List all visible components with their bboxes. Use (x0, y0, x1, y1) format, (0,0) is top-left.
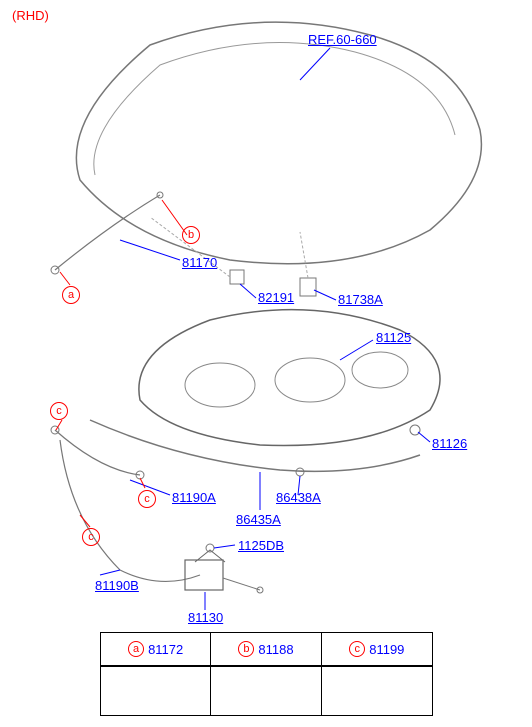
ref-leader (300, 48, 330, 80)
legend-img-a (101, 667, 211, 715)
callout-1125DB[interactable]: 1125DB (238, 538, 284, 553)
cable-81190a (55, 430, 140, 475)
legend-img-b (211, 667, 321, 715)
diagram-svg (0, 0, 532, 727)
callout-81738A[interactable]: 81738A (338, 292, 383, 307)
legend-c-letter: c (349, 641, 365, 657)
callout-86435A[interactable]: 86435A (236, 512, 281, 527)
legend-a-code[interactable]: 81172 (148, 642, 183, 657)
legend-header-c: c 81199 (322, 633, 432, 665)
callout-81126[interactable]: 81126 (432, 436, 467, 451)
legend-c-code[interactable]: 81199 (369, 642, 404, 657)
circle-c-1: c (50, 402, 68, 420)
hood-inner-line (94, 43, 455, 175)
legend-a-letter: a (128, 641, 144, 657)
legend-img-c (322, 667, 432, 715)
circle-c-2: c (138, 490, 156, 508)
callout-81125[interactable]: 81125 (376, 330, 411, 345)
callout-81170[interactable]: 81170 (182, 255, 217, 270)
legend-image-row (100, 666, 433, 716)
header-rhd: (RHD) (12, 8, 49, 23)
legend-header-row: a 81172 b 81188 c 81199 (100, 632, 433, 666)
circle-a-1: a (62, 286, 80, 304)
legend-header-a: a 81172 (101, 633, 211, 665)
weatherstrip (90, 420, 420, 471)
circle-b-1: b (182, 226, 200, 244)
legend-b-code[interactable]: 81188 (258, 642, 293, 657)
callout-81190A[interactable]: 81190A (172, 490, 216, 505)
ref-label[interactable]: REF.60-660 (308, 32, 377, 47)
legend-header-b: b 81188 (211, 633, 321, 665)
callout-81130[interactable]: 81130 (188, 610, 223, 625)
callout-86438A[interactable]: 86438A (276, 490, 321, 505)
callout-81190B[interactable]: 81190B (95, 578, 139, 593)
callout-82191[interactable]: 82191 (258, 290, 294, 305)
circle-c-3: c (82, 528, 100, 546)
legend-b-letter: b (238, 641, 254, 657)
latch-assembly (185, 550, 263, 593)
cable-81190b (60, 440, 200, 581)
hood-outline (76, 22, 481, 264)
